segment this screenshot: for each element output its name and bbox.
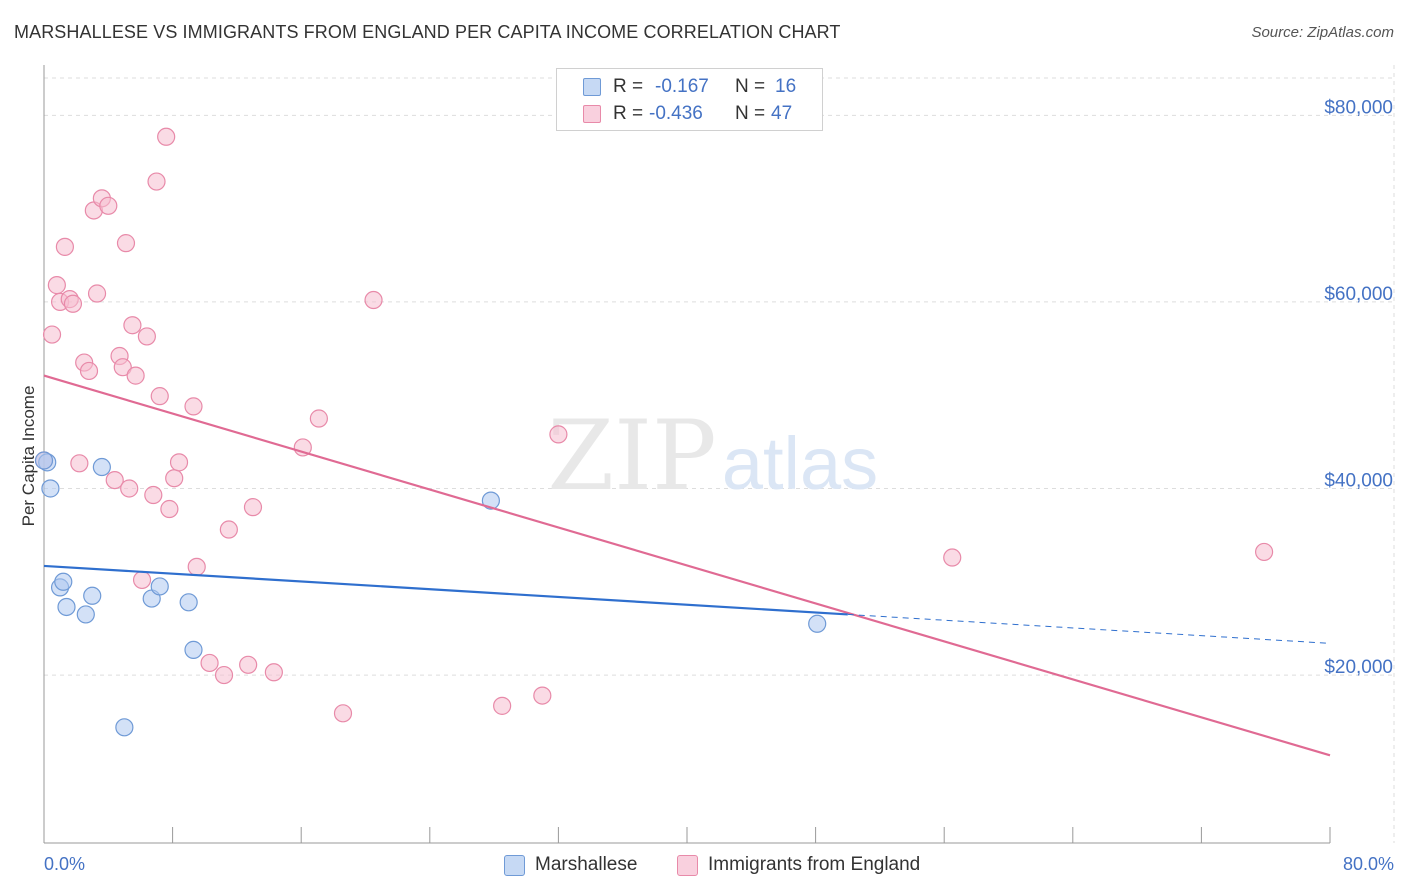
point-england (239, 655, 258, 674)
point-england (105, 470, 124, 490)
point-marshallese (57, 597, 76, 617)
point-england (364, 290, 383, 310)
n-value: 16 (775, 76, 797, 97)
point-england (160, 499, 179, 519)
series-legend: Marshallese Immigrants from England (0, 852, 1406, 878)
point-england (70, 454, 89, 473)
x-tick-max: 80.0% (1343, 854, 1394, 874)
point-england (87, 284, 107, 303)
point-england (533, 686, 552, 705)
legend-swatch-blue (504, 854, 525, 876)
point-marshallese (34, 451, 54, 470)
n-label: N = (735, 76, 766, 97)
point-england (116, 234, 136, 253)
point-england (187, 557, 206, 576)
point-marshallese (184, 640, 203, 659)
series-immigrants-from-england (34, 127, 1274, 723)
y-tick-labels: $20,000 $40,000 $60,000 $80,000 (1324, 97, 1393, 678)
source-label[interactable]: Source: ZipAtlas.com (1251, 24, 1394, 41)
point-england (309, 409, 328, 428)
trend-line-marshallese (43, 564, 848, 616)
y-tick-label: $20,000 (1324, 657, 1393, 678)
trend-lines (43, 374, 1331, 757)
point-england (200, 653, 219, 673)
point-england (214, 665, 234, 685)
r-label: R = (613, 103, 644, 124)
point-england (123, 316, 142, 335)
point-england (79, 361, 99, 381)
point-england (132, 570, 152, 590)
legend-swatch-pink (583, 105, 601, 123)
legend-label: Immigrants from England (708, 854, 921, 875)
point-england (126, 366, 145, 385)
stats-legend: R = -0.167 N = 16 R = -0.436 N = 47 (556, 68, 823, 131)
legend-label: Marshallese (535, 854, 638, 875)
y-tick-label: $60,000 (1324, 284, 1393, 305)
point-england (157, 127, 176, 146)
point-england (137, 327, 156, 346)
x-tick-min: 0.0% (44, 854, 85, 874)
r-label: R = (613, 76, 644, 97)
point-england (147, 172, 166, 191)
point-england (144, 485, 163, 505)
point-england (943, 548, 962, 567)
point-marshallese (481, 491, 500, 510)
point-england (55, 237, 74, 256)
trend-line-marshallese-extension (847, 613, 1331, 644)
point-england (333, 704, 353, 723)
legend-swatch-pink (677, 854, 698, 876)
point-marshallese (83, 586, 102, 605)
point-england (165, 469, 184, 488)
point-marshallese (808, 614, 827, 633)
r-value: -0.436 (649, 103, 703, 124)
watermark-atlas: atlas (722, 422, 878, 505)
legend-swatch-blue (583, 78, 601, 96)
point-england (150, 387, 169, 406)
point-marshallese (76, 605, 95, 624)
r-value: -0.167 (655, 76, 709, 97)
point-england (47, 276, 66, 295)
legend-item-marshallese[interactable]: Marshallese (504, 852, 637, 878)
n-label: N = (735, 103, 766, 124)
point-england (493, 696, 512, 715)
point-england (219, 520, 238, 539)
point-marshallese (115, 718, 134, 737)
point-marshallese (92, 457, 111, 477)
series-marshallese (34, 451, 827, 737)
point-england (99, 196, 118, 215)
point-marshallese (41, 479, 60, 498)
point-england (184, 397, 203, 416)
watermark-zip: ZIP (547, 400, 716, 512)
point-england (113, 358, 132, 377)
point-england (63, 294, 83, 313)
point-marshallese (54, 572, 73, 591)
legend-item-england[interactable]: Immigrants from England (677, 852, 920, 878)
y-axis-label: Per Capita Income (19, 386, 38, 527)
point-marshallese (179, 593, 198, 612)
trend-line-england (43, 374, 1331, 757)
n-value: 47 (771, 103, 793, 124)
point-england (169, 453, 189, 472)
point-england (120, 479, 139, 498)
point-england (1254, 542, 1274, 562)
chart-title: MARSHALLESE VS IMMIGRANTS FROM ENGLAND P… (14, 22, 841, 42)
point-england (549, 425, 568, 444)
point-england (243, 498, 263, 517)
y-tick-label: $40,000 (1324, 470, 1393, 491)
y-tick-label: $80,000 (1324, 97, 1393, 118)
gridlines (44, 65, 1395, 843)
point-england (42, 325, 62, 344)
point-england (264, 663, 283, 682)
watermark: ZIP atlas (547, 400, 878, 512)
point-marshallese (150, 577, 169, 596)
